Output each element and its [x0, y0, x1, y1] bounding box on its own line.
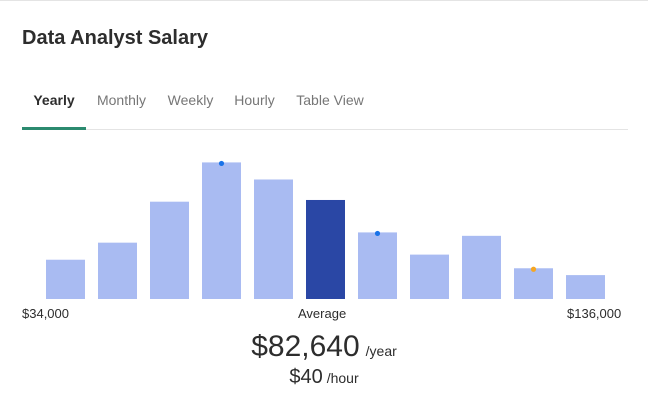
salary-bar[interactable] — [514, 268, 553, 299]
tab-weekly[interactable]: Weekly — [166, 82, 215, 129]
active-tab-underline — [22, 127, 86, 130]
max-salary-label: $136,000 — [567, 306, 622, 321]
salary-bar[interactable] — [150, 201, 189, 299]
tab-monthly[interactable]: Monthly — [95, 82, 148, 129]
tab-yearly[interactable]: Yearly — [22, 82, 86, 130]
salary-bar[interactable] — [46, 259, 85, 299]
page-title: Data Analyst Salary — [22, 27, 209, 49]
hourly-unit: /hour — [326, 370, 359, 386]
yearly-unit: /year — [365, 343, 397, 359]
bar-marker-dot — [530, 266, 537, 272]
salary-period-tabs: Yearly Monthly Weekly Hourly Table View — [22, 82, 628, 130]
salary-distribution-chart — [46, 160, 605, 299]
tab-weekly-label: Weekly — [167, 92, 214, 108]
salary-bar[interactable] — [254, 179, 293, 299]
tab-hourly-label: Hourly — [234, 92, 275, 108]
chart-axis-labels: $34,000 Average $136,000 — [0, 306, 648, 324]
average-bar[interactable] — [306, 199, 345, 299]
salary-bar[interactable] — [410, 254, 449, 299]
tab-table-view[interactable]: Table View — [295, 82, 365, 129]
average-hourly-salary: $40/hour — [0, 366, 648, 389]
salary-bar[interactable] — [98, 242, 137, 299]
salary-bar[interactable] — [462, 235, 501, 299]
bar-marker-dot — [218, 160, 225, 167]
top-divider — [0, 0, 648, 1]
tab-yearly-label: Yearly — [33, 92, 75, 108]
tab-hourly[interactable]: Hourly — [233, 82, 276, 129]
tab-table-view-label: Table View — [296, 92, 364, 108]
tab-monthly-label: Monthly — [96, 92, 147, 108]
salary-bar[interactable] — [566, 275, 605, 299]
average-label: Average — [298, 306, 347, 321]
salary-bar[interactable] — [202, 162, 241, 299]
salary-bar[interactable] — [358, 232, 397, 299]
bar-marker-dot — [374, 230, 381, 237]
yearly-salary-value: $82,640 — [251, 330, 360, 363]
average-yearly-salary: $82,640/year — [0, 330, 648, 364]
min-salary-label: $34,000 — [22, 306, 69, 321]
hourly-salary-value: $40 — [289, 366, 323, 388]
